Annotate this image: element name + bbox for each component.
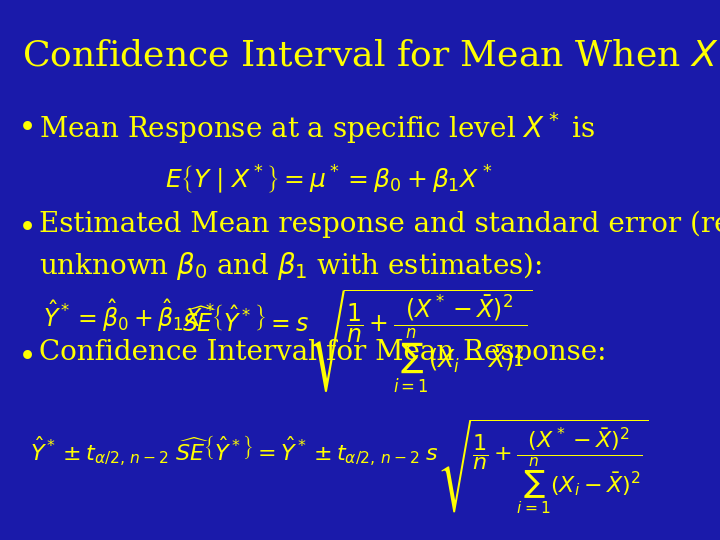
- Text: Confidence Interval for Mean When $X = X^*$: Confidence Interval for Mean When $X = X…: [22, 37, 720, 73]
- Text: Mean Response at a specific level $X^*$ is: Mean Response at a specific level $X^*$ …: [39, 111, 595, 146]
- Text: $\bullet$: $\bullet$: [17, 340, 33, 368]
- Text: Estimated Mean response and standard error (replacing
unknown $\beta_0$ and $\be: Estimated Mean response and standard err…: [39, 211, 720, 282]
- Text: $\widehat{SE}\left\{\hat{Y}^*\right\} = s\sqrt{\dfrac{1}{n} + \dfrac{(X^* - \bar: $\widehat{SE}\left\{\hat{Y}^*\right\} = …: [182, 287, 533, 395]
- Text: $\bullet$: $\bullet$: [17, 211, 33, 240]
- Text: $\bullet$: $\bullet$: [17, 111, 33, 139]
- Text: $\hat{Y}^* \pm t_{\alpha/2,\, n-2}\; \widehat{SE}\left\{\hat{Y}^*\right\} = \hat: $\hat{Y}^* \pm t_{\alpha/2,\, n-2}\; \wi…: [30, 418, 649, 517]
- Text: Confidence Interval for Mean Response:: Confidence Interval for Mean Response:: [39, 340, 606, 367]
- Text: $\hat{Y}^* = \hat{\beta}_0 + \hat{\beta}_1 X^*$: $\hat{Y}^* = \hat{\beta}_0 + \hat{\beta}…: [43, 298, 215, 334]
- Text: $E\left\{Y \mid X^*\right\} = \mu^* = \beta_0 + \beta_1 X^*$: $E\left\{Y \mid X^*\right\} = \mu^* = \b…: [165, 163, 492, 195]
